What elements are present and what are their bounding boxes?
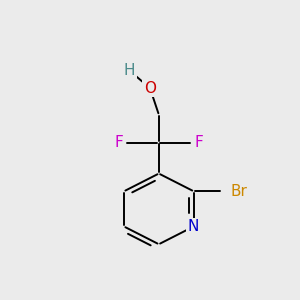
Text: O: O	[144, 81, 156, 96]
Text: F: F	[194, 135, 203, 150]
Text: H: H	[124, 63, 135, 78]
Text: F: F	[115, 135, 124, 150]
Text: N: N	[188, 219, 199, 234]
Text: Br: Br	[231, 184, 248, 199]
